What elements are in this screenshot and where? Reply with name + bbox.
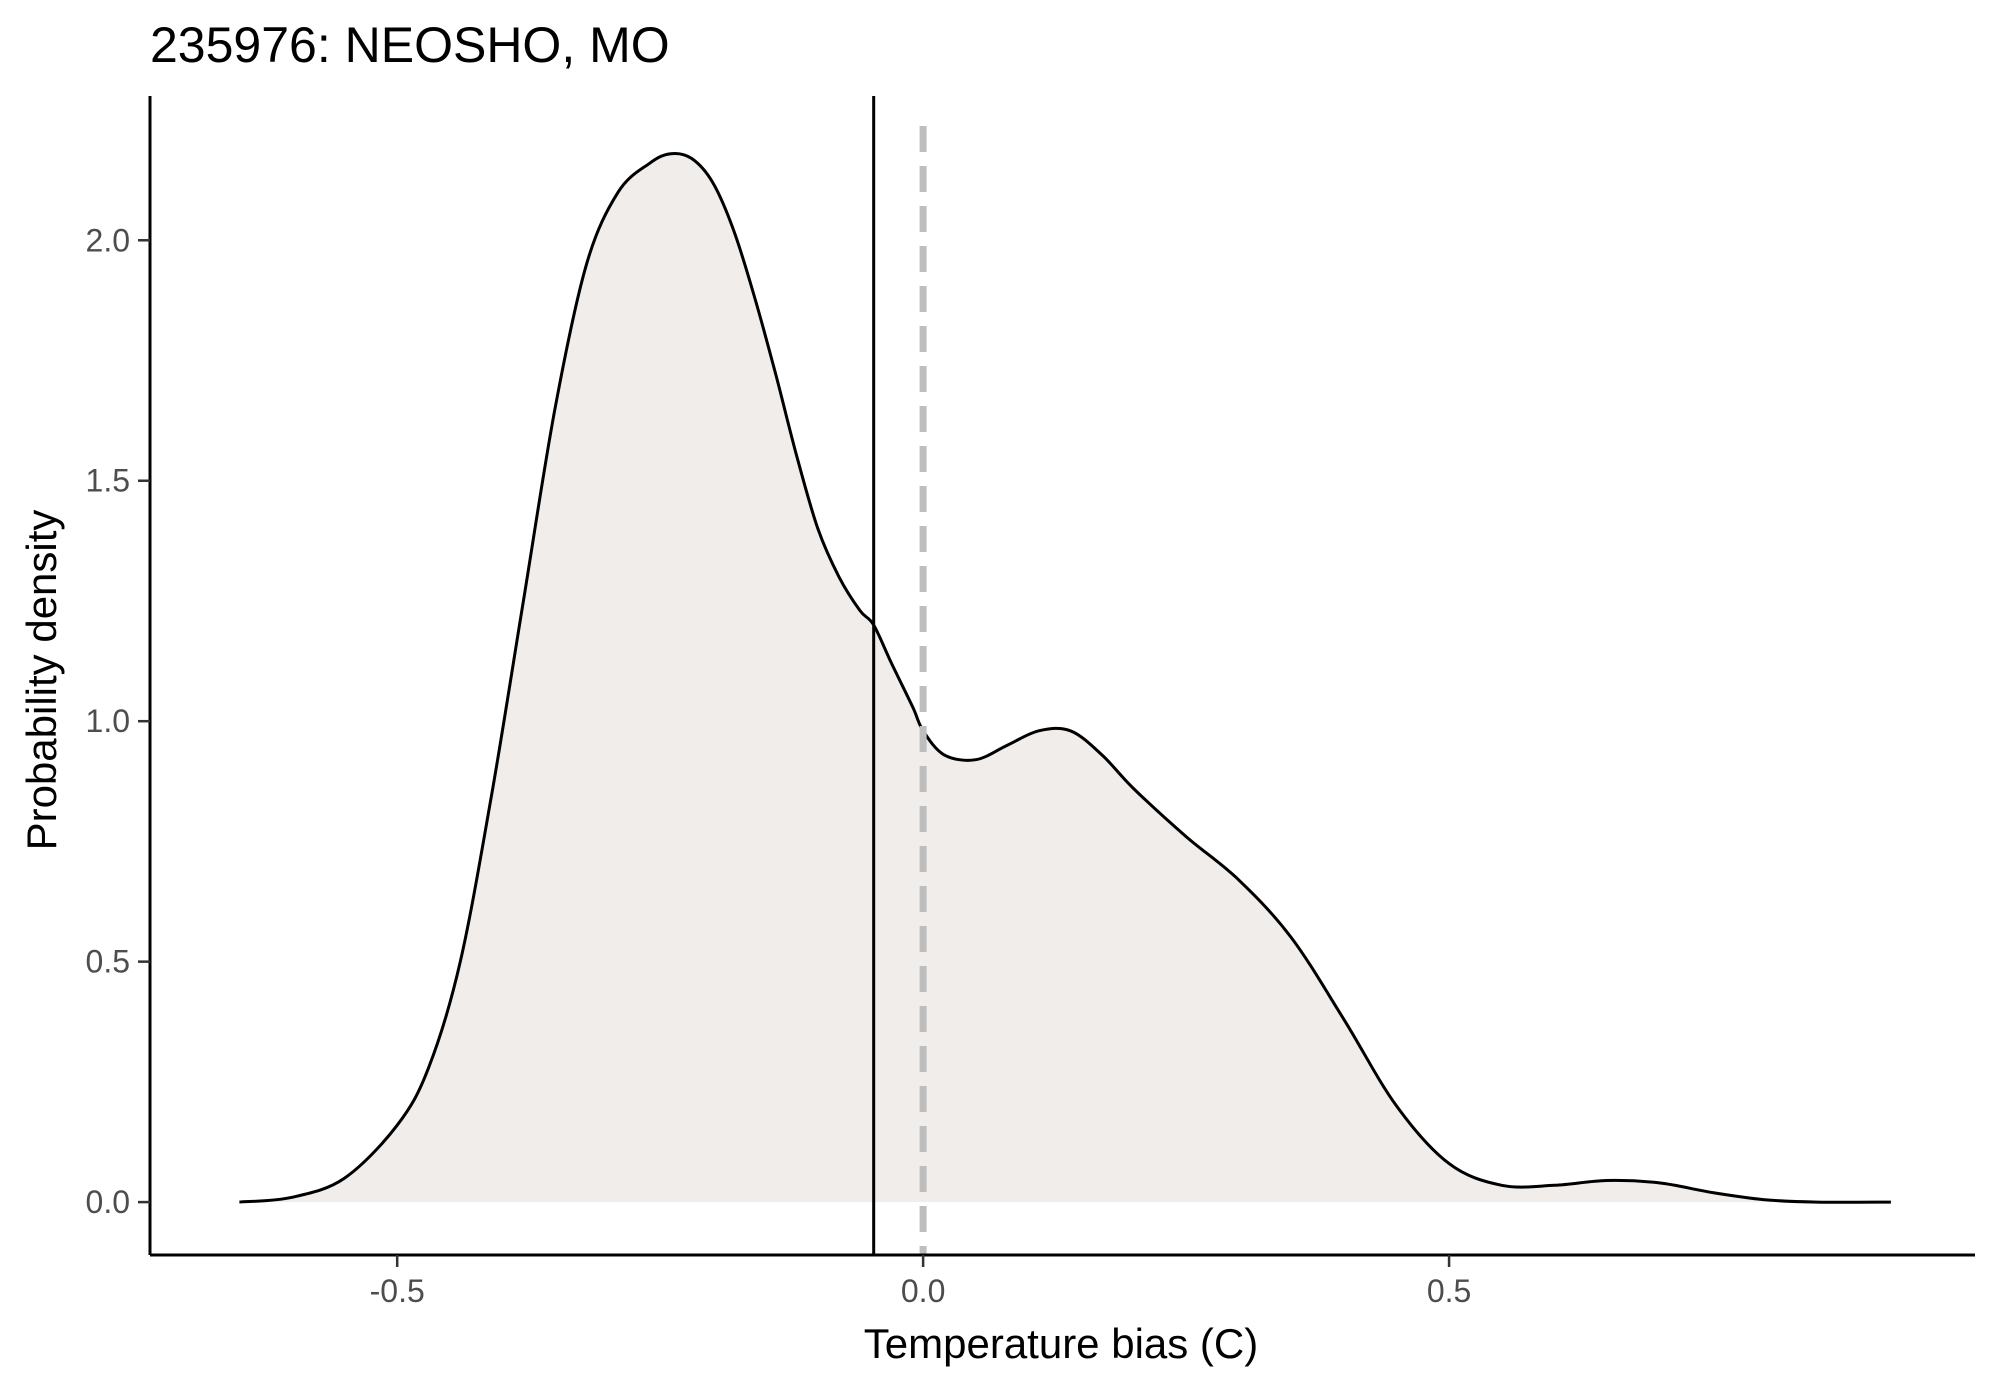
x-tick-label: 0.0 [901,1273,945,1309]
reference-lines [872,96,927,1255]
y-axis-title: Probability density [18,510,65,851]
x-tick-label: -0.5 [370,1273,425,1309]
x-axis-ticks: -0.5 0.0 0.5 [370,1255,1471,1309]
y-tick-label: 1.0 [86,703,130,739]
density-line [239,151,1891,1204]
x-tick-label: 0.5 [1427,1273,1471,1309]
chart-title: 235976: NEOSHO, MO [150,17,670,73]
y-tick-label: 1.5 [86,463,130,499]
x-axis-title: Temperature bias (C) [864,1320,1258,1367]
y-tick-label: 2.0 [86,222,130,258]
density-area [239,153,1891,1203]
y-tick-label: 0.0 [86,1184,130,1220]
y-axis-ticks: 0.0 0.5 1.0 1.5 2.0 [86,222,150,1220]
y-tick-label: 0.5 [86,944,130,980]
